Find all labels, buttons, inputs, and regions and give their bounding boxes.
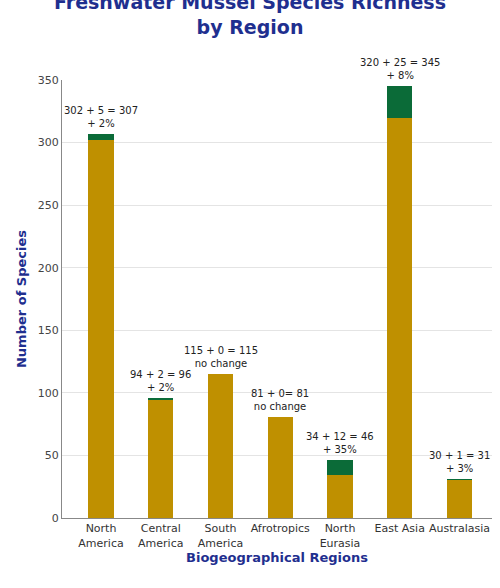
svg-text:SouthAmerica: SouthAmerica xyxy=(198,522,243,549)
svg-text:East Asia: East Asia xyxy=(375,522,425,535)
svg-text:50: 50 xyxy=(45,449,59,462)
svg-text:Afrotropics: Afrotropics xyxy=(251,522,310,535)
svg-text:250: 250 xyxy=(38,199,59,212)
svg-text:NorthEurasia: NorthEurasia xyxy=(320,522,361,549)
svg-text:200: 200 xyxy=(38,262,59,275)
svg-text:94 + 2 = 96+ 2%: 94 + 2 = 96+ 2% xyxy=(130,369,191,393)
svg-text:Biogeographical Regions: Biogeographical Regions xyxy=(186,550,368,565)
svg-text:NorthAmerica: NorthAmerica xyxy=(78,522,123,549)
svg-text:300: 300 xyxy=(38,136,59,149)
svg-text:CentralAmerica: CentralAmerica xyxy=(138,522,183,549)
svg-text:Freshwater Mussel Species Rich: Freshwater Mussel Species Richnessby Reg… xyxy=(54,0,446,38)
svg-text:350: 350 xyxy=(38,74,59,87)
svg-text:320 + 25 = 345+ 8%: 320 + 25 = 345+ 8% xyxy=(360,57,440,81)
svg-text:Australasia: Australasia xyxy=(429,522,490,535)
svg-text:302 + 5 = 307+ 2%: 302 + 5 = 307+ 2% xyxy=(64,105,138,129)
svg-text:81 + 0= 81no change: 81 + 0= 81no change xyxy=(251,388,309,412)
svg-text:30 + 1 = 31+ 3%: 30 + 1 = 31+ 3% xyxy=(429,450,490,474)
svg-text:100: 100 xyxy=(38,387,59,400)
svg-text:34 + 12 = 46+ 35%: 34 + 12 = 46+ 35% xyxy=(306,431,374,455)
svg-text:150: 150 xyxy=(38,324,59,337)
svg-text:Number of Species: Number of Species xyxy=(14,230,29,368)
svg-text:0: 0 xyxy=(52,512,59,525)
svg-text:115 + 0 = 115no change: 115 + 0 = 115no change xyxy=(184,345,258,369)
